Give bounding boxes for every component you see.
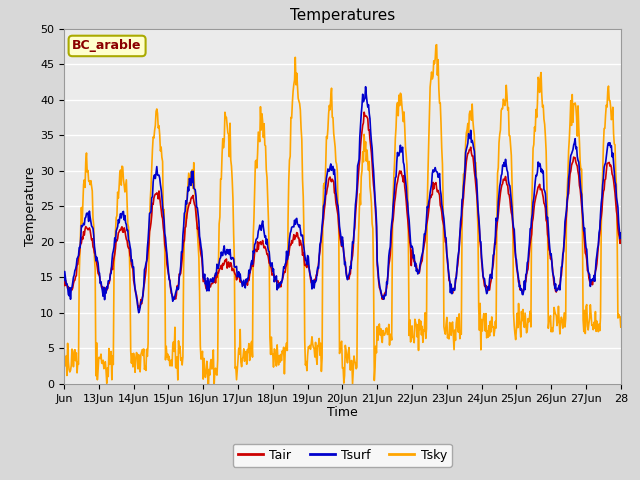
Tsurf xyxy=(137,299,145,305)
Tair xyxy=(60,269,68,275)
Tair xyxy=(69,285,77,291)
Tsurf xyxy=(184,195,191,201)
X-axis label: Time: Time xyxy=(327,407,358,420)
Tsky xyxy=(204,391,212,397)
Tsky xyxy=(60,345,68,351)
Line: Tsky: Tsky xyxy=(64,45,621,394)
Tsurf xyxy=(135,310,143,315)
Tsky xyxy=(515,300,522,306)
Tair xyxy=(462,167,470,172)
Tair xyxy=(515,279,522,285)
Tsurf xyxy=(515,276,522,281)
Text: BC_arable: BC_arable xyxy=(72,39,142,52)
Tsky xyxy=(531,128,539,134)
Tair xyxy=(617,233,625,239)
Tsky xyxy=(136,369,144,375)
Tsky xyxy=(433,42,440,48)
Tair xyxy=(531,197,539,203)
Y-axis label: Temperature: Temperature xyxy=(24,167,37,246)
Tsky xyxy=(462,140,470,146)
Tsurf xyxy=(362,84,369,90)
Tsky xyxy=(617,324,625,330)
Tair xyxy=(137,297,145,302)
Tsky xyxy=(69,348,77,354)
Tair xyxy=(136,305,143,311)
Tair xyxy=(360,109,368,115)
Title: Temperatures: Temperatures xyxy=(290,9,395,24)
Legend: Tair, Tsurf, Tsky: Tair, Tsurf, Tsky xyxy=(233,444,452,467)
Tsurf xyxy=(462,150,470,156)
Tsurf xyxy=(617,230,625,236)
Line: Tair: Tair xyxy=(64,112,621,308)
Tsurf xyxy=(69,280,77,286)
Line: Tsurf: Tsurf xyxy=(64,87,621,312)
Tair xyxy=(184,210,191,216)
Tsky xyxy=(182,216,190,221)
Tsurf xyxy=(531,179,539,184)
Tsurf xyxy=(60,277,68,283)
